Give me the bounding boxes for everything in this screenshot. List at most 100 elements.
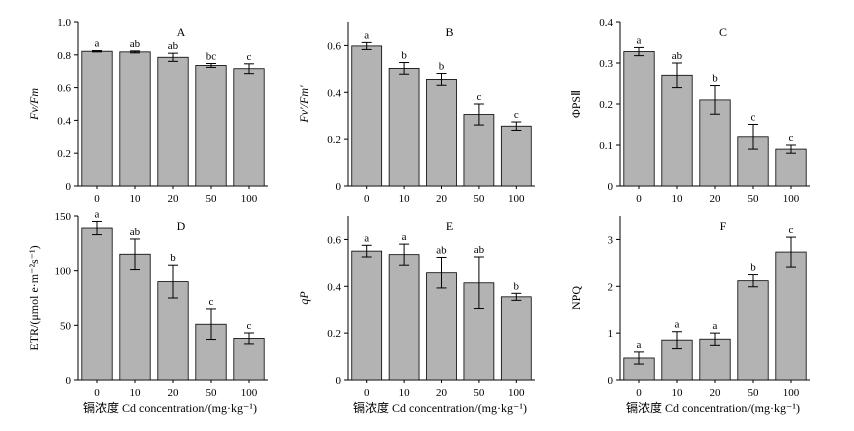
sig-letter-c-0: a	[637, 34, 642, 46]
y-axis-label-e: qP	[297, 291, 311, 305]
x-tick-label-c-3: 50	[748, 193, 760, 205]
panel-letter-b: B	[445, 25, 453, 39]
y-tick-label-b-0: 0	[336, 181, 342, 193]
bar-f-3	[737, 280, 769, 381]
y-tick-label-f-0: 0	[608, 375, 614, 387]
sig-letter-b-1: b	[401, 50, 407, 62]
x-tick-label-d-1: 10	[130, 387, 142, 399]
x-tick-label-a-4: 100	[241, 193, 258, 205]
bar-b-0	[351, 45, 383, 187]
y-tick-label-a-4: 0.8	[57, 50, 71, 62]
sig-letter-f-3: b	[750, 262, 756, 274]
sig-letter-d-4: c	[247, 320, 252, 332]
x-tick-label-e-0: 0	[364, 387, 370, 399]
x-tick-label-b-2: 20	[436, 193, 448, 205]
sig-letter-f-2: a	[713, 320, 718, 332]
sig-letter-a-3: bc	[206, 50, 217, 62]
sig-letter-c-1: ab	[672, 50, 683, 62]
x-tick-label-f-4: 100	[783, 387, 800, 399]
panel-letter-c: C	[719, 25, 727, 39]
sig-letter-e-2: ab	[436, 244, 447, 256]
x-axis-title-e: 镉浓度 Cd concentration/(mg·kg⁻¹)	[353, 400, 527, 415]
y-tick-label-b-3: 0.6	[327, 40, 341, 52]
sig-letter-c-3: c	[751, 112, 756, 124]
sig-letter-c-2: b	[712, 73, 718, 85]
bar-f-4	[775, 251, 807, 381]
y-tick-label-d-0: 0	[66, 375, 72, 387]
x-tick-label-d-2: 20	[168, 387, 180, 399]
sig-letter-b-4: c	[514, 109, 519, 121]
bar-a-2	[157, 56, 189, 187]
x-axis-title-f: 镉浓度 Cd concentration/(mg·kg⁻¹)	[626, 400, 800, 415]
y-tick-label-c-4: 0.4	[599, 17, 613, 29]
bar-c-1	[661, 74, 693, 187]
sig-letter-f-4: c	[789, 224, 794, 236]
sig-letter-e-0: a	[364, 232, 369, 244]
x-axis-title-d: 镉浓度 Cd concentration/(mg·kg⁻¹)	[83, 400, 257, 415]
x-tick-label-d-3: 50	[206, 387, 218, 399]
y-tick-label-b-1: 0.2	[327, 134, 341, 146]
y-tick-label-f-1: 1	[608, 328, 614, 340]
y-tick-label-e-1: 0.2	[327, 328, 341, 340]
bar-c-4	[775, 148, 807, 187]
bar-d-0	[81, 227, 113, 381]
y-tick-label-a-5: 1.0	[57, 17, 71, 29]
bar-b-1	[388, 67, 420, 187]
y-tick-label-b-2: 0.4	[327, 87, 341, 99]
sig-letter-e-1: a	[402, 231, 407, 243]
y-tick-label-a-1: 0.2	[57, 148, 71, 160]
x-tick-label-e-4: 100	[508, 387, 525, 399]
x-tick-label-a-2: 20	[168, 193, 180, 205]
x-tick-label-b-3: 50	[473, 193, 485, 205]
x-tick-label-f-3: 50	[748, 387, 760, 399]
x-tick-label-b-1: 10	[399, 193, 411, 205]
x-tick-label-d-0: 0	[94, 387, 100, 399]
bar-b-2	[426, 79, 457, 187]
sig-letter-a-2: ab	[168, 40, 179, 52]
y-axis-label-d: ETR/(μmol e·m⁻²s⁻¹)	[27, 245, 41, 350]
bar-e-1	[388, 254, 420, 381]
y-tick-label-a-0: 0	[66, 181, 72, 193]
sig-letter-a-1: ab	[130, 38, 141, 50]
y-tick-label-a-2: 0.4	[57, 115, 71, 127]
sig-letter-b-2: b	[439, 61, 445, 73]
x-tick-label-b-4: 100	[508, 193, 525, 205]
bar-c-0	[623, 51, 655, 187]
sig-letter-e-4: b	[514, 280, 520, 292]
sig-letter-d-1: ab	[130, 226, 141, 238]
y-tick-label-a-3: 0.6	[57, 83, 71, 95]
y-tick-label-c-3: 0.3	[599, 58, 613, 70]
bar-a-3	[195, 65, 227, 187]
bar-e-2	[426, 272, 457, 381]
panel-letter-e: E	[446, 219, 453, 233]
x-tick-label-a-1: 10	[130, 193, 142, 205]
sig-letter-d-2: b	[170, 252, 176, 264]
y-axis-label-f: NPQ	[569, 286, 583, 310]
bar-b-3	[463, 114, 495, 187]
bar-e-0	[351, 250, 383, 381]
x-tick-label-c-2: 20	[710, 193, 722, 205]
y-tick-label-f-3: 3	[608, 234, 614, 246]
sig-letter-d-0: a	[95, 208, 100, 220]
sig-letter-c-4: c	[789, 132, 794, 144]
x-tick-label-a-0: 0	[94, 193, 100, 205]
bar-b-4	[500, 125, 532, 187]
x-tick-label-d-4: 100	[241, 387, 258, 399]
bar-e-4	[500, 296, 532, 381]
sig-letter-d-3: c	[209, 296, 214, 308]
x-tick-label-e-2: 20	[436, 387, 448, 399]
y-tick-label-c-1: 0.1	[599, 140, 613, 152]
panel-letter-f: F	[720, 219, 727, 233]
x-tick-label-e-3: 50	[473, 387, 485, 399]
x-tick-label-b-0: 0	[364, 193, 370, 205]
sig-letter-b-0: a	[364, 29, 369, 41]
y-axis-label-a: Fv/Fm	[27, 88, 41, 121]
sig-letter-f-0: a	[637, 339, 642, 351]
x-tick-label-a-3: 50	[206, 193, 218, 205]
sig-letter-e-3: ab	[474, 244, 485, 256]
x-tick-label-f-2: 20	[710, 387, 722, 399]
x-tick-label-c-4: 100	[783, 193, 800, 205]
sig-letter-a-0: a	[95, 38, 100, 50]
bar-d-4	[233, 338, 265, 381]
